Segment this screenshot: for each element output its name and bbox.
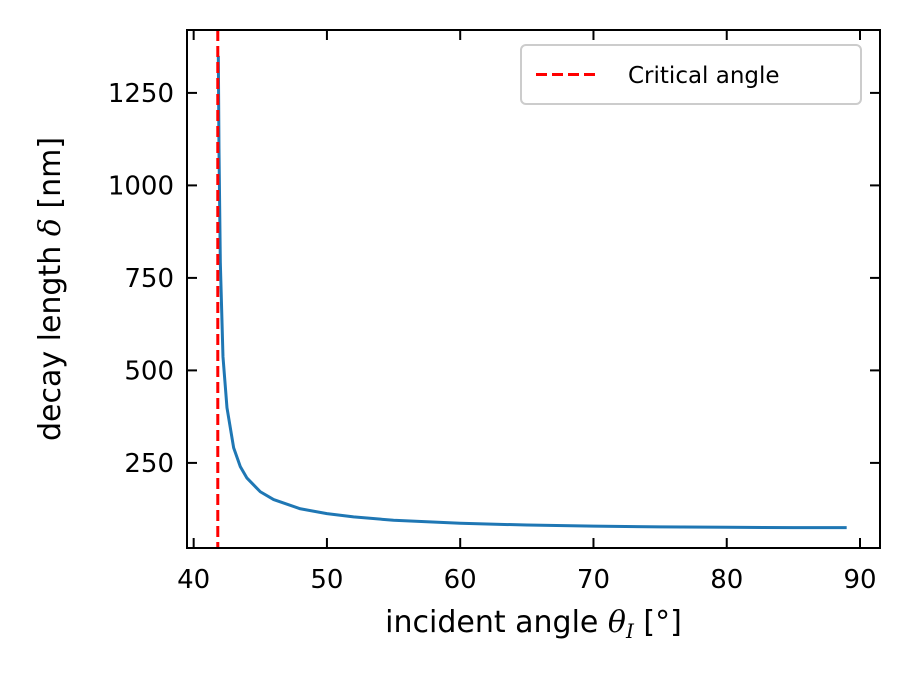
- y-tick-label: 1250: [108, 79, 174, 109]
- y-tick-label: 1000: [108, 171, 174, 201]
- x-tick-label: 60: [444, 565, 477, 595]
- legend: Critical angle: [520, 44, 862, 105]
- x-tick-label: 80: [710, 565, 743, 595]
- y-tick-label: 750: [124, 264, 174, 294]
- x-tick-label: 40: [177, 565, 210, 595]
- y-axis-symbol: δ: [33, 218, 68, 236]
- y-tick-label: 250: [124, 449, 174, 479]
- y-axis-label: decay length δ [nm]: [33, 137, 68, 441]
- plot-frame: [186, 29, 881, 549]
- legend-label-critical-angle: Critical angle: [628, 63, 780, 89]
- plot-layer: [216, 30, 847, 548]
- ticks-layer: 40 50 60 70 80 90 250 500 750 1000 1250: [108, 30, 880, 595]
- legend-box: [520, 44, 862, 105]
- x-tick-label: 90: [843, 565, 876, 595]
- series-line-decay-length: [216, 55, 847, 530]
- x-axis-subscript: I: [625, 619, 635, 643]
- x-tick-label: 50: [310, 565, 343, 595]
- x-axis-label: incident angle θI [°]: [385, 605, 682, 643]
- x-axis-symbol: θ: [608, 605, 626, 640]
- y-tick-label: 500: [124, 356, 174, 386]
- x-tick-label: 70: [577, 565, 610, 595]
